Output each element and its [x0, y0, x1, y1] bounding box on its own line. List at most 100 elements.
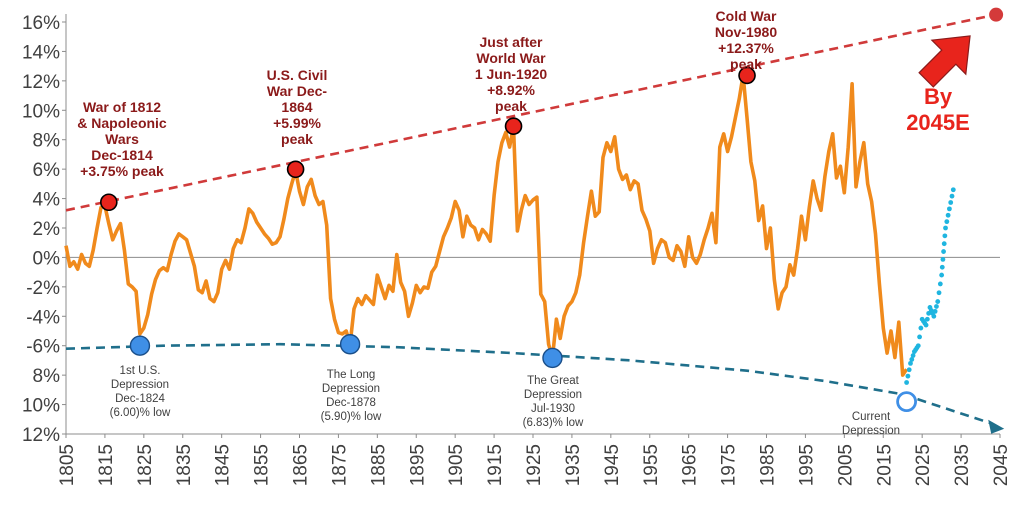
projection-dot	[906, 367, 912, 373]
x-tick-label: 1975	[719, 444, 740, 486]
projection-dot	[917, 334, 922, 340]
peak-marker	[286, 160, 305, 179]
projection-dot	[941, 249, 946, 254]
projection-dot	[932, 308, 938, 314]
projection-dot	[944, 219, 950, 225]
projection-dot	[937, 281, 943, 287]
x-tick-label: 1955	[641, 444, 662, 486]
y-tick-label: 6%	[33, 160, 61, 181]
projection-dot	[950, 187, 956, 193]
projection-dot	[939, 272, 945, 278]
target-marker	[989, 7, 1004, 22]
x-tick-label: 1965	[680, 444, 701, 486]
y-tick-label: -2%	[26, 278, 60, 299]
x-tick-label: 1895	[407, 444, 428, 486]
y-tick-label: -4%	[26, 307, 60, 328]
x-tick-label: 1995	[796, 444, 817, 486]
y-tick-label: 12%	[22, 425, 60, 446]
low-marker	[542, 347, 563, 369]
peak-label: War of 1812 & Napoleonic Wars Dec-1814 +3.75…	[77, 99, 167, 179]
x-tick-label: 1935	[563, 444, 584, 486]
series-layer	[64, 13, 1005, 434]
peak-trend-line	[65, 13, 997, 212]
projection-dot	[942, 233, 948, 239]
projection-dot	[947, 206, 952, 212]
y-tick-label: 14%	[22, 42, 60, 63]
projection-dot	[931, 313, 937, 319]
current-low-marker	[896, 391, 917, 413]
x-tick-label: 1915	[485, 444, 506, 486]
projection-dot	[904, 380, 909, 385]
projection-dot	[940, 256, 946, 262]
x-tick-label: 1985	[758, 444, 779, 486]
projection-dot	[910, 353, 916, 358]
low-trend-arrowhead	[988, 419, 1005, 434]
projection-dot	[945, 212, 951, 218]
low-marker	[339, 334, 361, 355]
low-label: The Long Depression Dec-1878 (5.90)% low	[321, 369, 382, 423]
x-tick-label: 2045	[991, 444, 1012, 486]
x-tick-label: 2005	[835, 444, 856, 486]
low-label: 1st U.S. Depression Dec-1824 (6.00)% low	[110, 365, 171, 419]
low-label: The Great Depression Jul-1930 (6.83)% low	[523, 375, 584, 429]
y-tick-label: 16%	[22, 13, 60, 34]
x-tick-label: 1875	[329, 444, 350, 486]
x-tick-label: 2015	[874, 444, 895, 486]
projection-dot	[908, 360, 913, 366]
low-marker	[129, 335, 151, 356]
peak-label: Cold War Nov-1980 +12.37% peak	[715, 8, 777, 72]
y-tick-label: 4%	[33, 190, 61, 211]
projection-dot	[923, 322, 929, 328]
low-trend-line	[65, 342, 993, 425]
projection-dot	[935, 299, 941, 304]
peak-marker	[504, 117, 523, 135]
x-tick-label: 1825	[135, 444, 156, 486]
x-tick-label: 1905	[446, 444, 467, 486]
y-tick-label: 12%	[22, 72, 60, 93]
projection-dot	[949, 193, 955, 199]
x-tick-label: 2025	[913, 444, 934, 486]
projection-dot	[915, 343, 921, 349]
y-tick-label: 10%	[22, 396, 60, 417]
projection-dot	[943, 225, 948, 231]
x-tick-label: 1865	[291, 444, 312, 486]
projection-dot	[909, 357, 915, 362]
y-tick-label: 8%	[33, 131, 61, 152]
projection-dot	[948, 200, 954, 205]
peak-marker	[738, 66, 756, 85]
main-series-line	[64, 73, 909, 377]
peak-label: U.S. Civil War Dec-1864 +5.99% peak	[267, 67, 328, 147]
projection-dot	[918, 325, 924, 331]
x-tick-label: 1835	[174, 444, 195, 486]
projection-dot	[941, 241, 947, 247]
x-axis: 1805 1815 1825 1835 1845 1855 1865 1875 1885 1895…	[57, 433, 1012, 486]
x-tick-label: 1805	[57, 444, 78, 486]
x-tick-label: 1885	[368, 444, 389, 486]
projection-dot	[905, 373, 911, 379]
y-tick-label: 2%	[33, 219, 61, 240]
y-tick-label: 10%	[22, 101, 60, 122]
target-arrow-shape	[918, 35, 971, 88]
target-arrow-icon	[918, 35, 971, 88]
x-tick-label: 1855	[252, 444, 273, 486]
projection-dot	[924, 316, 930, 322]
target-label: By 2045E	[906, 84, 970, 135]
y-tick-label: 8%	[33, 366, 61, 387]
x-tick-label: 1815	[96, 444, 117, 486]
x-tick-label: 1945	[602, 444, 623, 486]
marker-layer	[100, 7, 1004, 413]
peak-label: Just after World War 1 Jun-1920 +8.92% peak	[475, 34, 548, 114]
x-tick-label: 1925	[524, 444, 545, 486]
y-axis: 16% 14% 12% 10% 8% 6% 4% 2% 0% -2% -4% -6% 8% 10% 12%	[22, 13, 1000, 446]
y-tick-label: 0%	[33, 248, 61, 269]
peak-marker	[100, 193, 118, 212]
label-layer: War of 1812 & Napoleonic Wars Dec-1814 +3.75…	[77, 8, 970, 437]
projection-dot	[934, 304, 939, 309]
x-tick-label: 2035	[952, 444, 973, 486]
y-tick-label: -6%	[26, 337, 60, 358]
projection-dot	[939, 264, 945, 270]
low-label: Current Depression	[842, 411, 900, 437]
x-tick-label: 1845	[213, 444, 234, 486]
projection-dot	[936, 290, 942, 296]
